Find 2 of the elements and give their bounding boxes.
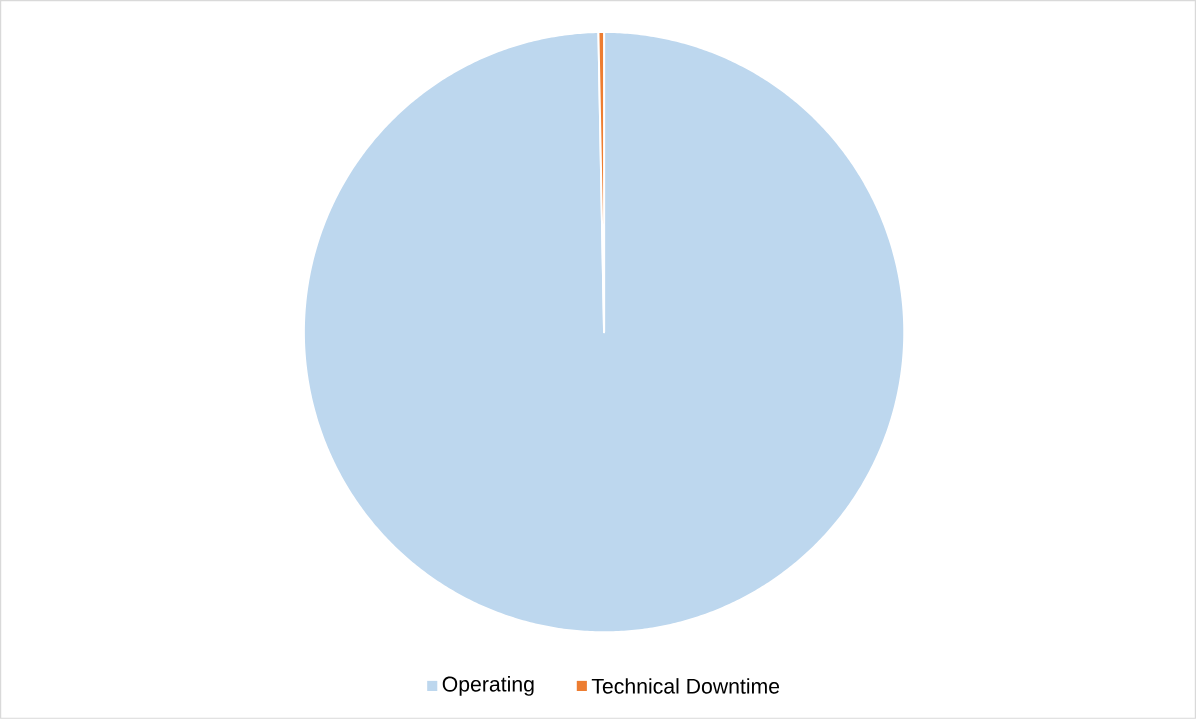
legend-label: Operating <box>442 676 534 696</box>
legend-label: Technical Downtime <box>591 678 780 694</box>
